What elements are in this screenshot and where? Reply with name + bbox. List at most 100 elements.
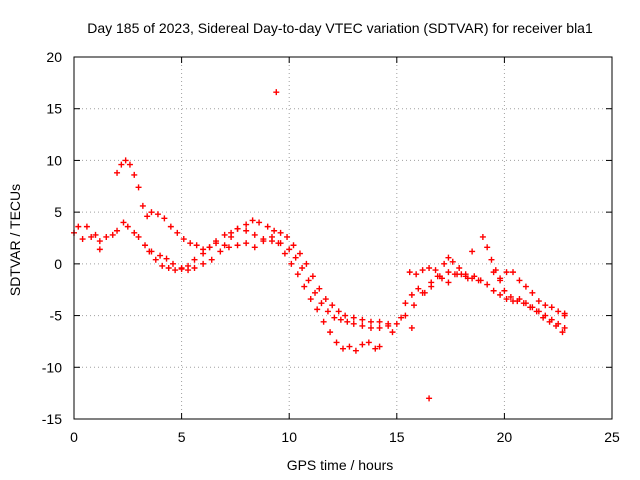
data-point <box>79 236 86 243</box>
grid <box>74 57 612 419</box>
data-point <box>296 250 303 257</box>
data-point <box>352 347 359 354</box>
data-point <box>376 343 383 350</box>
data-point <box>385 322 392 329</box>
data-point <box>139 202 146 209</box>
data-point <box>331 314 338 321</box>
data-point <box>159 262 166 269</box>
data-point <box>286 246 293 253</box>
data-point <box>281 250 288 257</box>
x-tick-label: 5 <box>178 429 186 445</box>
data-point <box>428 283 435 290</box>
data-point <box>161 215 168 222</box>
data-point <box>305 277 312 284</box>
data-point <box>260 238 267 245</box>
data-point <box>217 248 224 255</box>
data-point <box>234 225 241 232</box>
data-point <box>294 271 301 278</box>
data-point <box>131 171 138 178</box>
chart-title: Day 185 of 2023, Sidereal Day-to-day VTE… <box>87 20 593 36</box>
series-track-f <box>490 269 568 317</box>
data-point <box>559 329 566 336</box>
x-tick-label: 20 <box>497 429 513 445</box>
series-outliers <box>96 89 476 402</box>
data-point <box>501 287 508 294</box>
data-point <box>484 244 491 251</box>
plot-frame <box>73 56 613 420</box>
x-tick-label: 25 <box>604 429 620 445</box>
data-point <box>92 231 99 238</box>
data-point <box>503 269 510 276</box>
data-point <box>163 255 170 262</box>
data-point <box>533 308 540 315</box>
data-point <box>324 308 331 315</box>
data-point <box>146 248 153 255</box>
data-point <box>469 275 476 282</box>
data-point <box>120 219 127 226</box>
data-point <box>275 240 282 247</box>
data-point <box>273 89 280 96</box>
data-point <box>555 308 562 315</box>
data-point <box>172 267 179 274</box>
data-point <box>154 211 161 218</box>
data-point <box>432 267 439 274</box>
data-point <box>299 264 306 271</box>
y-tick-label: -15 <box>42 411 62 427</box>
data-point <box>114 169 121 176</box>
data-point <box>359 341 366 348</box>
data-point <box>488 256 495 263</box>
data-point <box>359 316 366 323</box>
data-point <box>288 260 295 267</box>
data-point <box>131 229 138 236</box>
data-point <box>413 271 420 278</box>
data-point <box>445 279 452 286</box>
data-point <box>126 161 133 168</box>
data-point <box>484 281 491 288</box>
data-point <box>527 304 534 311</box>
data-point <box>344 318 351 325</box>
data-point <box>191 256 198 263</box>
data-point <box>243 221 250 228</box>
data-point <box>256 219 263 226</box>
data-point <box>451 271 458 278</box>
data-point <box>314 306 321 313</box>
data-point <box>335 308 342 315</box>
data-point <box>426 395 433 402</box>
data-point <box>520 300 527 307</box>
x-tick-label: 10 <box>281 429 297 445</box>
x-tick-label: 15 <box>389 429 405 445</box>
axis-ticks: 0 5 10 15 20 25 -15 -10 -5 0 5 10 15 20 <box>42 49 620 445</box>
y-tick-label: 5 <box>54 204 62 220</box>
y-tick-label: 0 <box>54 256 62 272</box>
series-track-d <box>406 264 568 331</box>
data-point <box>284 233 291 240</box>
data-point <box>109 231 116 238</box>
data-point <box>268 233 275 240</box>
data-point <box>312 289 319 296</box>
y-tick-label: -5 <box>50 308 63 324</box>
data-point <box>367 324 374 331</box>
data-point <box>441 260 448 267</box>
data-point <box>309 273 316 280</box>
data-point <box>167 223 174 230</box>
data-point <box>307 296 314 303</box>
data-point <box>208 256 215 263</box>
x-axis-label: GPS time / hours <box>287 457 394 473</box>
data-point <box>301 283 308 290</box>
data-point <box>213 238 220 245</box>
data-point <box>475 277 482 284</box>
data-point <box>292 254 299 261</box>
y-tick-label: 10 <box>46 152 62 168</box>
data-point <box>408 324 415 331</box>
data-point <box>243 227 250 234</box>
data-point <box>548 304 555 311</box>
data-point <box>249 217 256 224</box>
data-point <box>243 240 250 247</box>
data-points <box>71 89 568 402</box>
data-point <box>191 264 198 271</box>
data-point <box>200 260 207 267</box>
data-point <box>114 227 121 234</box>
data-point <box>393 320 400 327</box>
data-point <box>318 300 325 307</box>
